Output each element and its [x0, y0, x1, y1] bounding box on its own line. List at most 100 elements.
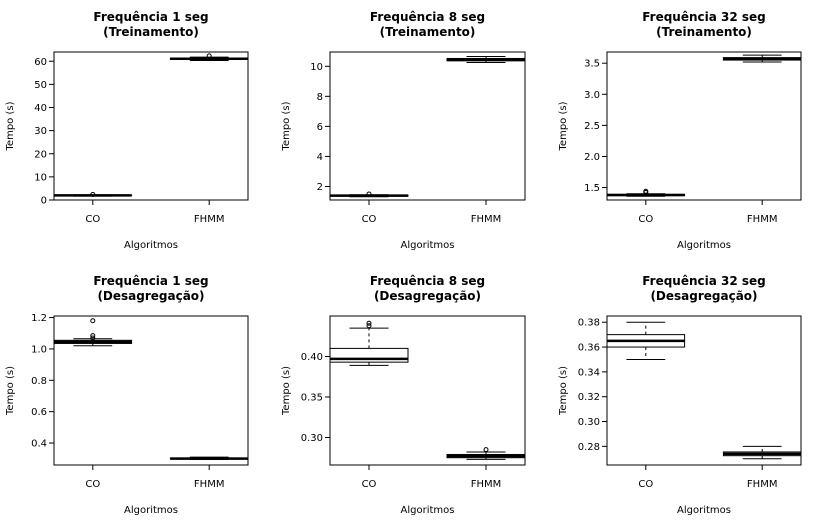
x-axis-label: Algoritmos: [401, 240, 455, 251]
y-tick-label: 0.32: [578, 392, 600, 403]
x-axis-label: Algoritmos: [124, 240, 178, 251]
x-tick-label: FHMM: [471, 214, 502, 225]
panel-5: Frequência 8 seg(Desagregação) 0.30 0.35 0.…: [281, 274, 526, 516]
y-tick-label: 0.4: [31, 439, 47, 450]
y-tick-label: 40: [34, 103, 47, 114]
box-fhmm: [722, 54, 802, 63]
panel-title: Frequência 1 seg: [93, 274, 208, 288]
y-tick-label: 3.0: [584, 90, 600, 101]
y-tick-label: 0.36: [578, 343, 600, 354]
panel-1: Frequência 1 seg(Treinamento) 0 10 20 30 40 50…: [5, 10, 249, 251]
x-tick-label: CO: [638, 214, 653, 225]
y-tick-label: 0: [41, 196, 47, 207]
y-tick-label: 0.38: [578, 318, 600, 329]
box-co: [53, 318, 133, 347]
y-tick-label: 1.0: [31, 344, 47, 355]
outlier-point: [643, 188, 649, 194]
plot-frame: [606, 51, 802, 201]
x-tick-label: FHMM: [747, 214, 778, 225]
y-tick-label: 20: [34, 149, 47, 160]
x-axis-label: Algoritmos: [677, 240, 731, 251]
box-fhmm: [722, 445, 802, 460]
y-tick-label: 1.5: [584, 183, 600, 194]
box-fhmm: [169, 456, 249, 461]
y-tick-label: 0.34: [578, 367, 600, 378]
y-axis-label: Tempo (s): [5, 101, 16, 151]
plot-frame: [606, 315, 802, 466]
plot-frame: [53, 51, 249, 201]
x-tick-label: CO: [362, 479, 377, 490]
y-tick-label: 30: [34, 126, 47, 137]
x-tick-label: CO: [362, 214, 377, 225]
panel-subtitle: (Treinamento): [380, 25, 476, 39]
y-tick-label: 0.28: [578, 442, 600, 453]
plot-frame: [53, 315, 249, 466]
box-co: [329, 191, 409, 198]
y-tick-label: 0.6: [31, 407, 47, 418]
y-tick-label: 4: [317, 152, 323, 163]
outlier-point: [90, 191, 96, 197]
outlier-point: [90, 333, 96, 339]
panel-subtitle: (Treinamento): [103, 25, 199, 39]
x-axis-label: Algoritmos: [677, 505, 731, 516]
y-axis-label: Tempo (s): [558, 101, 569, 151]
box-co: [53, 191, 133, 197]
x-tick-label: FHMM: [471, 479, 502, 490]
outlier-point: [366, 320, 372, 326]
y-tick-label: 10: [34, 172, 47, 183]
x-tick-label: CO: [85, 479, 100, 490]
panel-title: Frequência 1 seg: [93, 10, 208, 24]
box-fhmm: [446, 56, 526, 64]
y-axis-label: Tempo (s): [281, 101, 292, 151]
outlier-point: [483, 447, 489, 453]
y-tick-label: 0.30: [301, 433, 323, 444]
plot-frame: [329, 315, 526, 466]
outlier-point: [90, 318, 96, 324]
panel-4: Frequência 1 seg(Desagregação) 0.4 0.6 0.8 1…: [5, 274, 249, 516]
panel-6: Frequência 32 seg(Desagregação) 0.28 0.30 0…: [558, 274, 802, 516]
box-co: [329, 320, 409, 366]
box-co: [606, 188, 686, 197]
box-co: [606, 321, 686, 360]
panel-subtitle: (Desagregação): [650, 289, 757, 303]
y-axis-label: Tempo (s): [281, 366, 292, 416]
x-axis-label: Algoritmos: [124, 505, 178, 516]
plot-frame: [329, 51, 526, 201]
box-fhmm: [169, 53, 249, 62]
y-tick-label: 8: [317, 92, 323, 103]
y-tick-label: 0.35: [301, 392, 323, 403]
y-axis-label: Tempo (s): [558, 366, 569, 416]
panel-title: Frequência 32 seg: [642, 274, 766, 288]
panel-title: Frequência 8 seg: [370, 274, 485, 288]
y-tick-label: 50: [34, 80, 47, 91]
y-tick-label: 2: [317, 182, 323, 193]
y-tick-label: 60: [34, 57, 47, 68]
y-tick-label: 3.5: [584, 59, 600, 70]
y-tick-label: 10: [310, 62, 323, 73]
panel-subtitle: (Treinamento): [656, 25, 752, 39]
panel-3: Frequência 32 seg(Treinamento) 1.5 2.0 2.5 3…: [558, 10, 802, 251]
y-axis-label: Tempo (s): [5, 366, 16, 416]
x-tick-label: FHMM: [194, 479, 225, 490]
panel-title: Frequência 8 seg: [370, 10, 485, 24]
panel-subtitle: (Desagregação): [374, 289, 481, 303]
y-tick-label: 1.2: [31, 313, 47, 324]
y-tick-label: 0.8: [31, 376, 47, 387]
panel-2: Frequência 8 seg(Treinamento) 2 4 6 8 10 Tempo…: [281, 10, 526, 251]
panel-title: Frequência 32 seg: [642, 10, 766, 24]
outlier-point: [90, 335, 96, 341]
y-tick-label: 0.40: [301, 352, 323, 363]
x-tick-label: CO: [85, 214, 100, 225]
y-tick-label: 6: [317, 122, 323, 133]
y-tick-label: 2.0: [584, 152, 600, 163]
x-tick-label: CO: [638, 479, 653, 490]
y-tick-label: 0.30: [578, 417, 600, 428]
y-tick-label: 2.5: [584, 121, 600, 132]
outlier-point: [366, 191, 372, 197]
panel-subtitle: (Desagregação): [97, 289, 204, 303]
x-tick-label: FHMM: [194, 214, 225, 225]
box-fhmm: [446, 447, 526, 460]
x-tick-label: FHMM: [747, 479, 778, 490]
outlier-point: [206, 53, 212, 59]
